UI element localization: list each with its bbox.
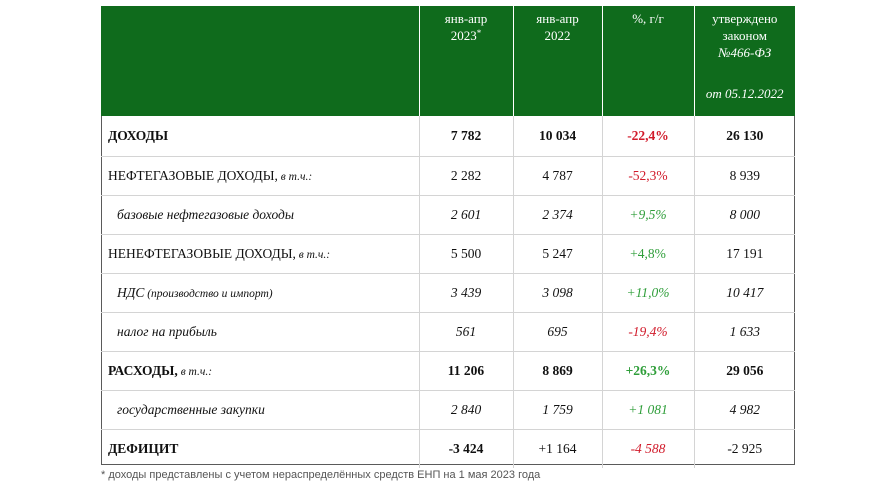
- row-label: РАСХОДЫ, в т.ч.:: [101, 351, 419, 391]
- cell-2022: 5 247: [512, 234, 602, 274]
- header-period-2023: янв-апр: [444, 11, 488, 26]
- header-period-2022: янв-апр: [536, 11, 579, 26]
- header-yoy-label: %, г/г: [632, 11, 664, 26]
- cell-2023: 5 500: [418, 234, 513, 274]
- cell-2022: 695: [512, 312, 602, 352]
- cell-yoy: +26,3%: [601, 351, 694, 391]
- header-footnote-mark: *: [476, 28, 482, 38]
- table-row: налог на прибыль 561 695 -19,4% 1 633: [101, 312, 795, 352]
- cell-2023: 11 206: [418, 351, 513, 391]
- cell-law: 29 056: [693, 351, 795, 391]
- row-qualifier: (производство и импорт): [144, 288, 273, 300]
- header-jan-apr-2022: янв-апр 2022: [512, 6, 602, 116]
- table-row: НЕФТЕГАЗОВЫЕ ДОХОДЫ, в т.ч.: 2 282 4 787…: [101, 156, 795, 196]
- cell-2023: 2 601: [418, 195, 513, 235]
- table-body: ДОХОДЫ 7 782 10 034 -22,4% 26 130 НЕФТЕГ…: [101, 116, 795, 468]
- row-label-text: НДС: [117, 285, 145, 300]
- header-law-date: от 05.12.2022: [705, 86, 784, 101]
- row-label: НДС (производство и импорт): [101, 273, 419, 313]
- row-label-text: РАСХОДЫ,: [108, 363, 178, 378]
- header-approved-by-law: утверждено законом №466-ФЗ от 05.12.2022: [693, 6, 795, 116]
- cell-law: 8 939: [693, 156, 795, 196]
- header-year-2023: 2023: [450, 28, 477, 43]
- cell-2023: -3 424: [418, 429, 513, 468]
- cell-2022: 3 098: [512, 273, 602, 313]
- header-label-cell: [101, 6, 419, 116]
- table-row: НДС (производство и импорт) 3 439 3 098 …: [101, 273, 795, 313]
- cell-law: -2 925: [693, 429, 795, 468]
- cell-law: 1 633: [693, 312, 795, 352]
- cell-2022: 2 374: [512, 195, 602, 235]
- table-row: РАСХОДЫ, в т.ч.: 11 206 8 869 +26,3% 29 …: [101, 351, 795, 391]
- table-row: базовые нефтегазовые доходы 2 601 2 374 …: [101, 195, 795, 235]
- row-label: НЕНЕФТЕГАЗОВЫЕ ДОХОДЫ, в т.ч.:: [101, 234, 419, 274]
- footnote: * доходы представлены с учетом нераспред…: [101, 469, 541, 481]
- cell-2023: 7 782: [418, 116, 513, 157]
- cell-2022: 4 787: [512, 156, 602, 196]
- cell-yoy: -4 588: [601, 429, 694, 468]
- cell-yoy: -22,4%: [601, 116, 694, 157]
- table-row: ДЕФИЦИТ -3 424 +1 164 -4 588 -2 925: [101, 429, 795, 469]
- cell-yoy: -52,3%: [601, 156, 694, 196]
- cell-2022: +1 164: [512, 429, 602, 468]
- cell-2022: 10 034: [512, 116, 602, 157]
- header-yoy: %, г/г: [601, 6, 694, 116]
- row-label-text: ДЕФИЦИТ: [108, 441, 179, 456]
- cell-law: 4 982: [693, 390, 795, 430]
- header-law-line2: законом: [722, 28, 768, 43]
- cell-yoy: -19,4%: [601, 312, 694, 352]
- cell-law: 10 417: [693, 273, 795, 313]
- row-label-text: налог на прибыль: [117, 324, 217, 339]
- cell-law: 17 191: [693, 234, 795, 274]
- cell-yoy: +11,0%: [601, 273, 694, 313]
- cell-2023: 2 282: [418, 156, 513, 196]
- row-label: налог на прибыль: [101, 312, 419, 352]
- table-header: янв-апр 2023* янв-апр 2022 %, г/г утверж…: [101, 6, 795, 116]
- cell-yoy: +4,8%: [601, 234, 694, 274]
- row-label: НЕФТЕГАЗОВЫЕ ДОХОДЫ, в т.ч.:: [101, 156, 419, 196]
- row-label: ДОХОДЫ: [101, 116, 419, 157]
- cell-2023: 2 840: [418, 390, 513, 430]
- row-label-text: государственные закупки: [117, 402, 265, 417]
- row-label: ДЕФИЦИТ: [101, 430, 419, 469]
- cell-2023: 561: [418, 312, 513, 352]
- header-jan-apr-2023: янв-апр 2023*: [418, 6, 513, 116]
- table-row: государственные закупки 2 840 1 759 +1 0…: [101, 390, 795, 430]
- row-label: базовые нефтегазовые доходы: [101, 195, 419, 235]
- cell-2022: 1 759: [512, 390, 602, 430]
- row-label-text: ДОХОДЫ: [108, 128, 169, 143]
- header-law-number: №466-ФЗ: [718, 45, 772, 60]
- header-law-line1: утверждено: [712, 11, 778, 26]
- header-year-2022: 2022: [544, 28, 571, 43]
- cell-yoy: +1 081: [601, 390, 694, 430]
- row-qualifier: в т.ч.:: [277, 171, 313, 183]
- cell-law: 26 130: [693, 116, 795, 157]
- budget-table: янв-апр 2023* янв-апр 2022 %, г/г утверж…: [101, 6, 795, 468]
- cell-yoy: +9,5%: [601, 195, 694, 235]
- cell-2022: 8 869: [512, 351, 602, 391]
- row-label-text: базовые нефтегазовые доходы: [117, 207, 294, 222]
- cell-law: 8 000: [693, 195, 795, 235]
- row-label: государственные закупки: [101, 390, 419, 430]
- table-row: НЕНЕФТЕГАЗОВЫЕ ДОХОДЫ, в т.ч.: 5 500 5 2…: [101, 234, 795, 274]
- table-row: ДОХОДЫ 7 782 10 034 -22,4% 26 130: [101, 116, 795, 157]
- row-qualifier: в т.ч.:: [177, 366, 213, 378]
- row-label-text: НЕФТЕГАЗОВЫЕ ДОХОДЫ,: [108, 168, 278, 183]
- cell-2023: 3 439: [418, 273, 513, 313]
- row-qualifier: в т.ч.:: [295, 249, 331, 261]
- row-label-text: НЕНЕФТЕГАЗОВЫЕ ДОХОДЫ,: [108, 246, 296, 261]
